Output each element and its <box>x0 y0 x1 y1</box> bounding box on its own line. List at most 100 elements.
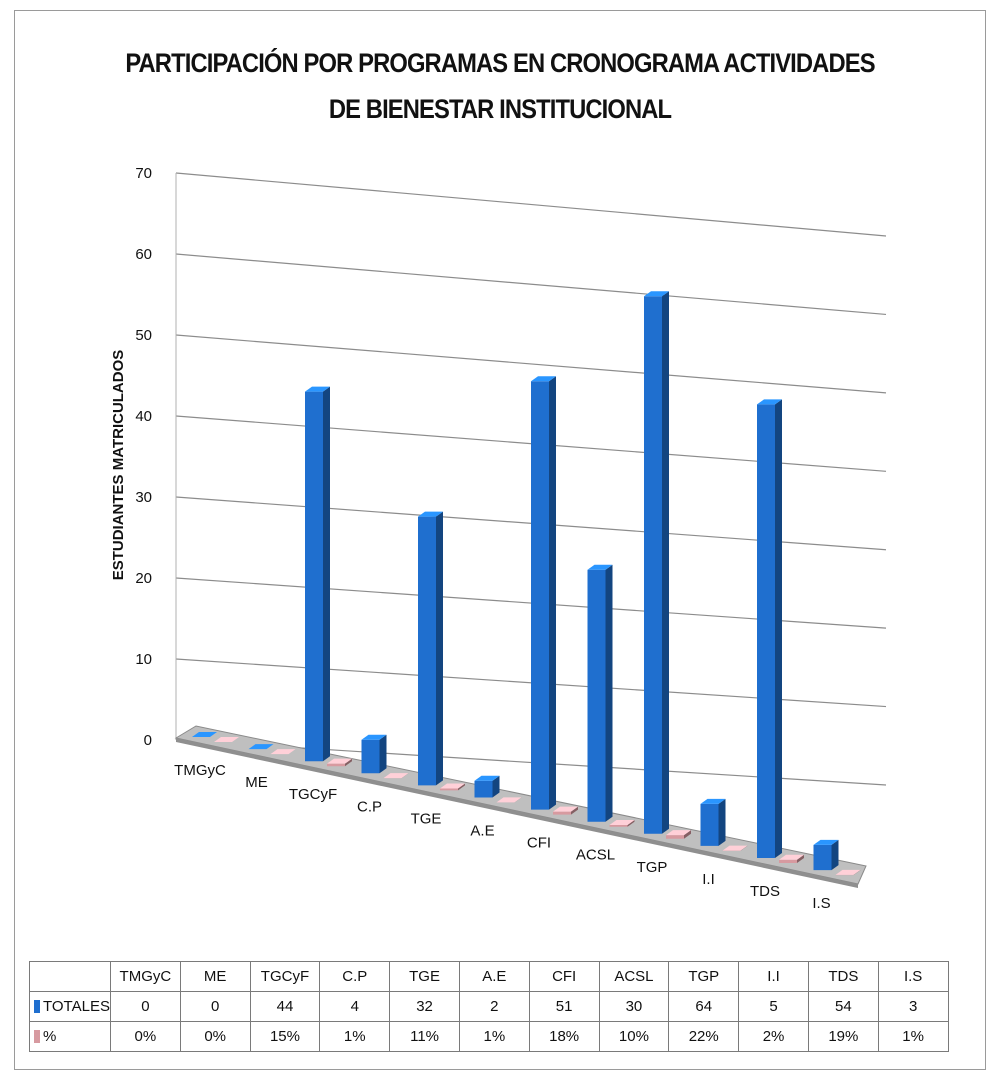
bar-percent-front <box>666 835 684 839</box>
bar-percent-front <box>609 825 628 827</box>
data-table-corner <box>29 961 111 992</box>
bar-totales-front <box>361 739 380 774</box>
bar-percent-top <box>440 783 465 789</box>
bar-totales-side <box>831 839 839 871</box>
bar-totales <box>248 744 274 750</box>
table-header-cell: TGP <box>668 961 740 992</box>
y-tick-labels: 0 10 20 30 40 50 60 70 <box>135 165 152 749</box>
table-header-cell: TDS <box>807 961 879 992</box>
bar-totales <box>644 291 669 834</box>
table-header-cell: CFI <box>528 961 600 992</box>
bar-percent-top <box>383 773 409 779</box>
bar-totales-front <box>474 780 493 798</box>
chart-title: PARTICIPACIÓN POR PROGRAMAS EN CRONOGRAM… <box>72 40 927 132</box>
bar-percent-top <box>722 845 748 851</box>
bar-percent <box>553 806 578 815</box>
bar-totales-top <box>587 564 613 570</box>
chart-plot: 0 10 20 30 40 50 60 70 TMGyC ME TGCyF C.P TGE A.E CFI… <box>110 165 887 912</box>
bar-totales-top <box>531 376 556 382</box>
chart-floor <box>174 725 867 888</box>
x-tick-label: TGE <box>411 810 442 827</box>
bar-percent-top <box>270 749 296 755</box>
bar-totales-front <box>813 844 832 871</box>
bar-totales-top <box>474 775 500 781</box>
bar-totales-top <box>305 386 330 392</box>
gridline <box>175 253 887 316</box>
y-tick-label: 0 <box>144 732 152 749</box>
legend-label: % <box>43 1028 57 1045</box>
table-header-cell: C.P <box>319 961 391 992</box>
bar-percent <box>609 820 635 827</box>
bar-percent-side <box>571 806 578 815</box>
legend-swatch-totales <box>34 1000 40 1013</box>
table-cell: 10% <box>598 1021 670 1052</box>
y-tick-label: 30 <box>135 489 152 506</box>
bar-totales-top <box>644 291 669 297</box>
table-cell: 1% <box>319 1021 391 1052</box>
y-tick-label: 50 <box>135 327 152 344</box>
legend-swatch-percent <box>34 1030 40 1043</box>
data-table-row-percent: % 0% 0% 15% 1% 11% 1% 18% 10% 22% 2% 19%… <box>29 1021 949 1052</box>
table-cell: 1% <box>458 1021 530 1052</box>
bar-percent-top <box>609 820 635 826</box>
bar-percent <box>383 773 409 779</box>
table-cell: 1% <box>877 1021 949 1052</box>
bar-totales-side <box>718 798 726 846</box>
bar-totales-top <box>757 399 782 405</box>
table-cell: 54 <box>807 991 879 1022</box>
table-cell: 19% <box>807 1021 879 1052</box>
table-cell: 0 <box>179 991 251 1022</box>
table-cell: 44 <box>249 991 321 1022</box>
bar-totales <box>418 511 443 786</box>
chart-floor-edge <box>176 738 858 888</box>
table-cell: 0 <box>109 991 181 1022</box>
x-tick-label: I.I <box>702 871 715 888</box>
bar-totales-top <box>361 734 387 740</box>
gridline <box>175 334 887 394</box>
bar-totales <box>700 798 726 846</box>
bar-percent-front <box>327 763 345 767</box>
y-tick-label: 40 <box>135 408 152 425</box>
bar-totales-top <box>418 511 443 517</box>
bar-totales-top <box>192 732 217 737</box>
y-axis-label: ESTUDIANTES MATRICULADOS <box>110 350 127 581</box>
bar-totales-top <box>813 839 839 845</box>
legend-entry-totales: TOTALES <box>29 991 111 1022</box>
x-tick-label: TGP <box>637 859 668 876</box>
table-cell: 2 <box>458 991 530 1022</box>
y-tick-label: 70 <box>135 165 152 182</box>
bar-percent-top <box>835 869 861 875</box>
bar-percent-side <box>740 845 748 851</box>
bar-totales-side <box>436 511 443 786</box>
table-cell: 64 <box>668 991 740 1022</box>
legend-label: TOTALES <box>43 998 110 1015</box>
table-header-cell: I.I <box>738 961 809 992</box>
table-cell: 22% <box>668 1021 740 1052</box>
x-tick-label: TGCyF <box>289 786 337 803</box>
table-header-cell: A.E <box>458 961 530 992</box>
table-header-cell: TMGyC <box>109 961 181 992</box>
bar-totales-front <box>644 296 662 834</box>
bar-totales-front <box>757 404 775 858</box>
table-cell: 18% <box>528 1021 600 1052</box>
bar-totales <box>474 775 500 798</box>
bar-totales-top <box>700 798 726 804</box>
data-table-row-totales: TOTALES 0 0 44 4 32 2 51 30 64 5 54 3 <box>29 991 949 1022</box>
bar-percent <box>779 854 804 863</box>
table-cell: 11% <box>389 1021 460 1052</box>
bar-percent-top <box>327 758 352 764</box>
bar-percent-side <box>401 773 409 779</box>
bar-percent-side <box>627 820 635 827</box>
bar-percent <box>666 830 691 839</box>
bars-layer <box>192 291 861 876</box>
table-cell: 5 <box>738 991 809 1022</box>
x-tick-label: CFI <box>527 835 551 852</box>
table-cell: 0% <box>179 1021 251 1052</box>
bar-percent-top <box>779 854 804 860</box>
bar-totales-front <box>305 391 323 762</box>
table-cell: 15% <box>249 1021 321 1052</box>
chart-title-line-2: DE BIENESTAR INSTITUCIONAL <box>328 94 672 124</box>
bar-percent <box>722 845 748 851</box>
bar-totales <box>813 839 839 871</box>
bar-totales-front <box>700 803 719 846</box>
